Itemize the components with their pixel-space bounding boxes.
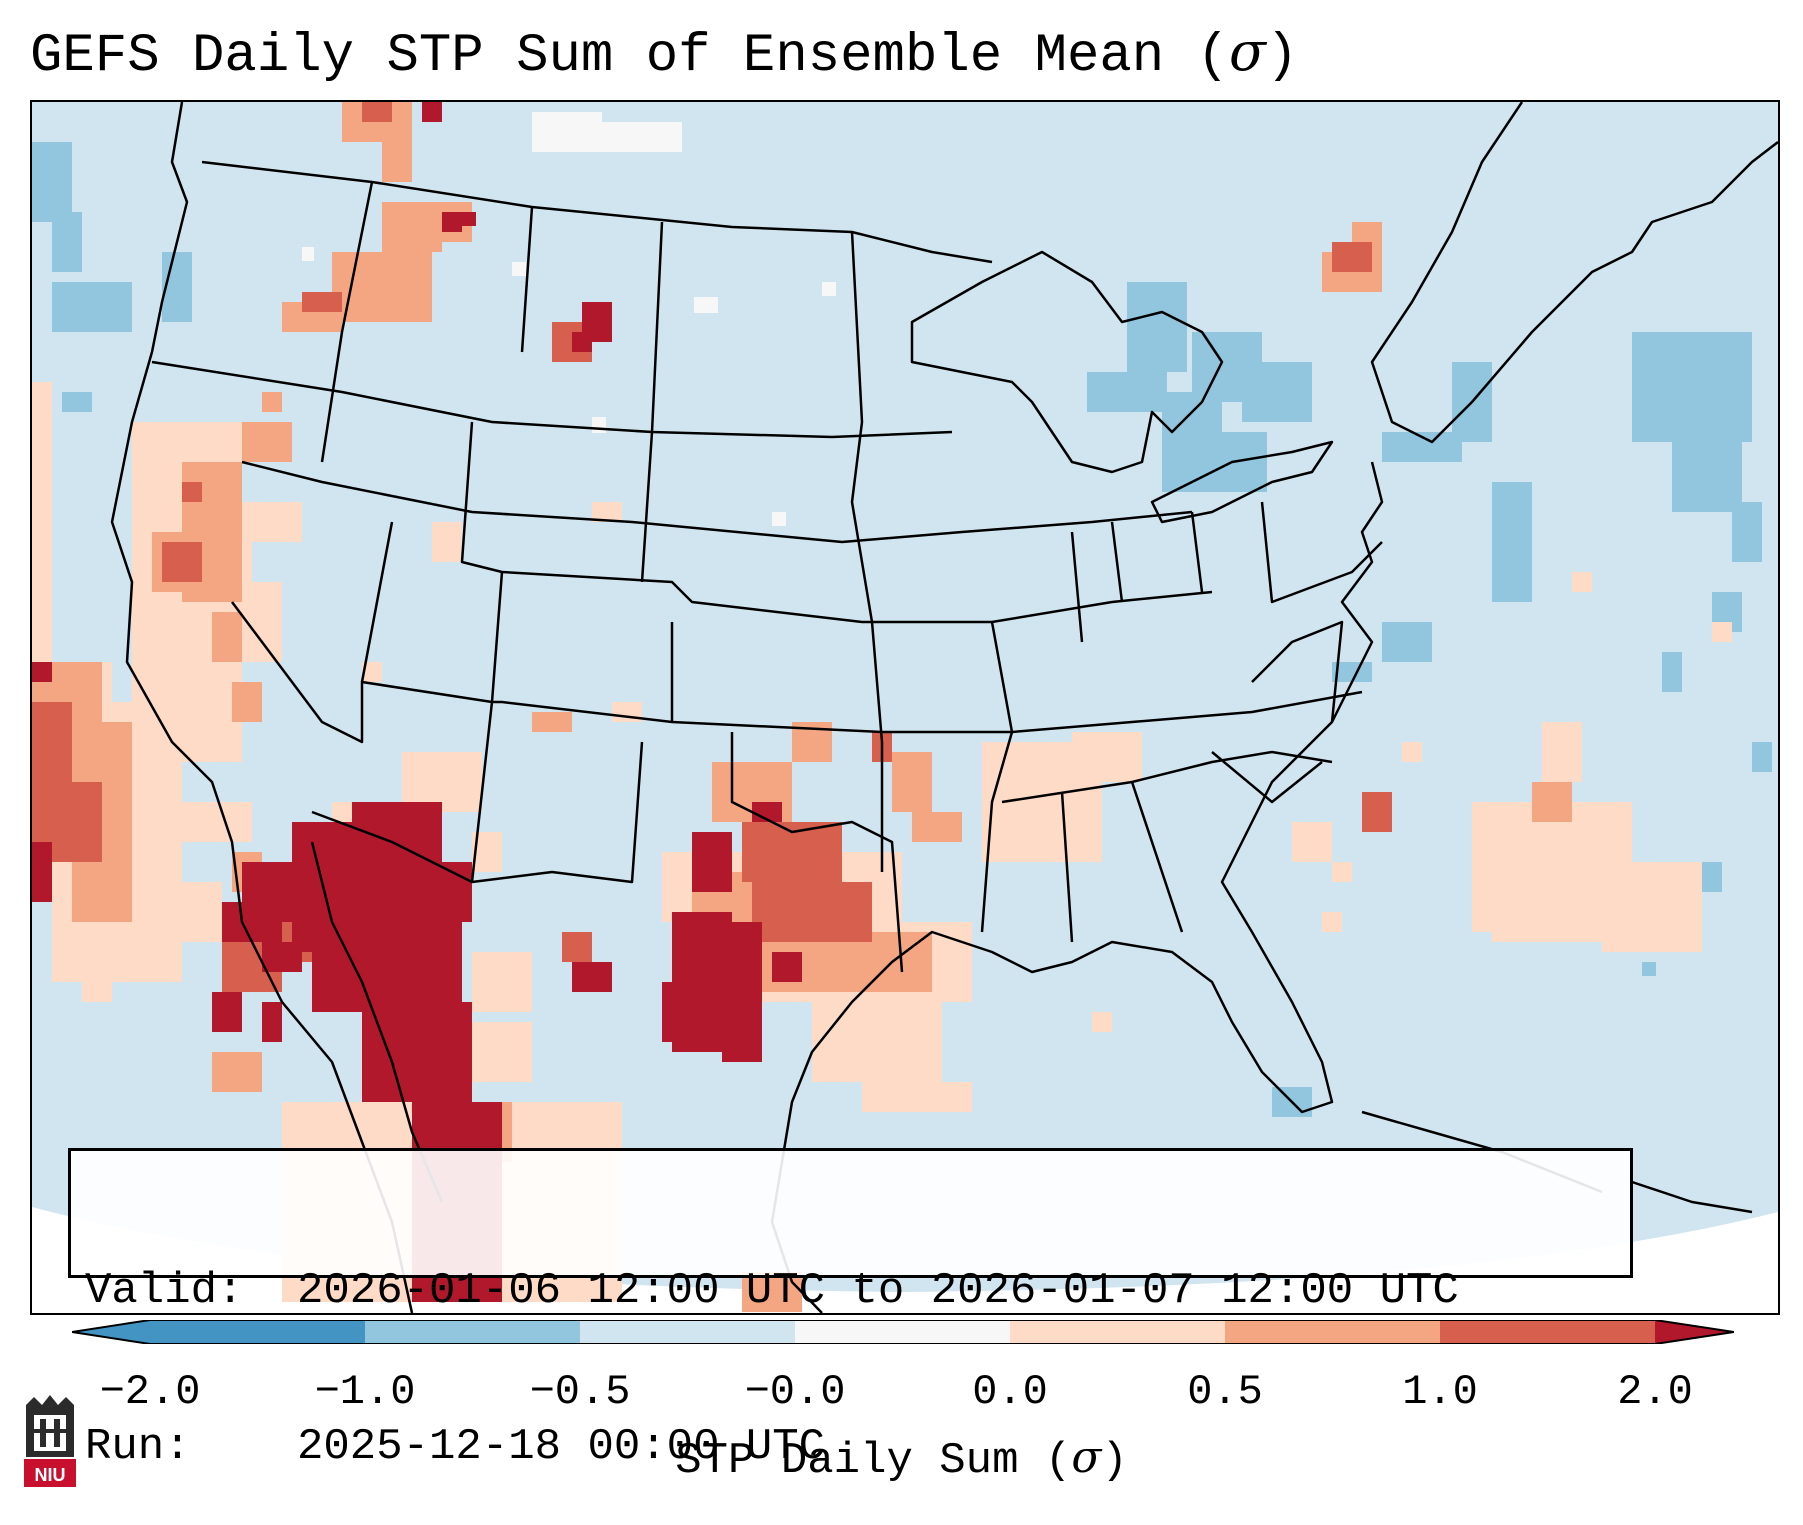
colorbar-extend-low — [72, 1320, 150, 1344]
coastlines-and-borders — [110, 102, 1778, 1313]
chart-title: GEFS Daily STP Sum of Ensemble Mean (σ) — [30, 20, 1299, 87]
colorbar-tick: 1.0 — [1402, 1368, 1478, 1416]
neutral-patches — [302, 112, 836, 526]
validity-info-box: Valid: 2026-01-06 12:00 UTC to 2026-01-07… — [68, 1148, 1633, 1472]
colorbar-segment — [150, 1320, 365, 1344]
colorbar-extend-high — [1655, 1320, 1734, 1344]
logo-text: NIU — [35, 1465, 66, 1485]
colorbar-segment — [1440, 1320, 1655, 1344]
colorbar-tick: 2.0 — [1617, 1368, 1693, 1416]
colorbar-segment — [795, 1320, 1010, 1344]
colorbar-segment — [365, 1320, 580, 1344]
colorbar-tick: −0.0 — [744, 1368, 846, 1416]
colorbar-tick: 0.0 — [972, 1368, 1048, 1416]
colorbar-segment — [580, 1320, 795, 1344]
run-value: 2025-12-18 00:00 UTC — [297, 1422, 826, 1472]
colorbar-tick: −1.0 — [314, 1368, 416, 1416]
colorbar-tick: 0.5 — [1187, 1368, 1263, 1416]
colorbar — [72, 1320, 1734, 1344]
valid-value: 2026-01-06 12:00 UTC to 2026-01-07 12:00… — [297, 1266, 1459, 1316]
colorbar-segment — [1010, 1320, 1225, 1344]
colorbar-tick: −2.0 — [99, 1368, 201, 1416]
colorbar-segment — [1225, 1320, 1440, 1344]
valid-label: Valid: — [85, 1266, 244, 1316]
colorbar-tick: −0.5 — [529, 1368, 631, 1416]
run-row: Run: 2025-12-18 00:00 UTC — [85, 1421, 1616, 1473]
niu-logo-icon: NIU — [24, 1395, 76, 1487]
valid-row: Valid: 2026-01-06 12:00 UTC to 2026-01-07… — [85, 1265, 1616, 1317]
colorbar-label: STP Daily Sum (σ) — [675, 1432, 1128, 1486]
run-label: Run: — [85, 1422, 191, 1472]
map-panel — [30, 100, 1780, 1315]
stp-map — [32, 102, 1778, 1313]
